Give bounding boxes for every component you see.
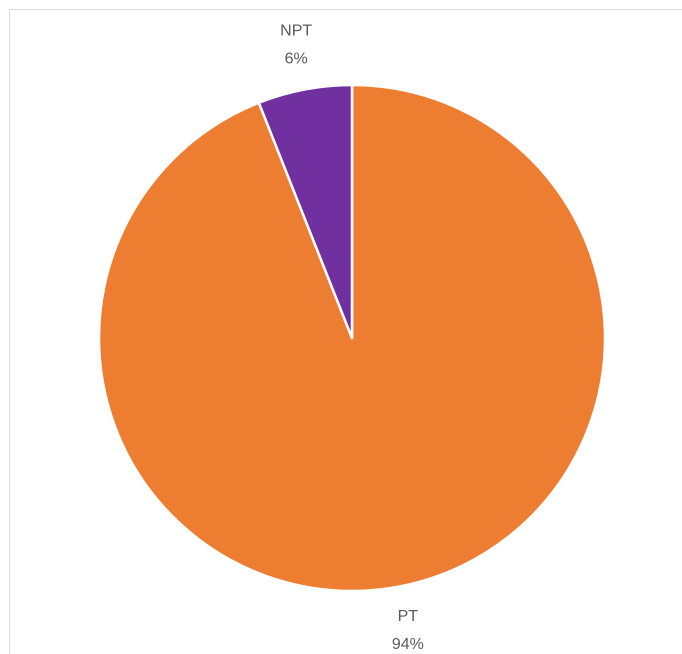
data-label-category: NPT — [280, 22, 312, 39]
data-label-category: PT — [398, 608, 419, 625]
data-label-value: 6% — [285, 50, 308, 67]
pie-slice — [257, 83, 354, 340]
data-label-value: 94% — [392, 636, 424, 653]
